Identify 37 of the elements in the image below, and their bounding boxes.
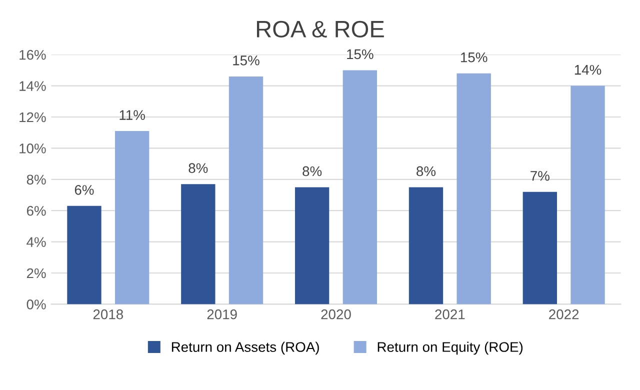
bar	[522, 192, 558, 304]
data-label: 14%	[574, 64, 602, 75]
data-label: 8%	[302, 166, 322, 176]
y-tick-label: 8%	[26, 174, 46, 185]
y-tick-label: 14%	[20, 81, 46, 91]
y-tick-label: 16%	[20, 50, 46, 60]
y-tick-label: 6%	[26, 206, 46, 216]
y-tick-label: 0%	[26, 300, 46, 310]
y-tick-label: 4%	[26, 237, 46, 247]
y-tick-label: 2%	[26, 268, 46, 278]
bar	[294, 187, 330, 304]
bar	[570, 86, 605, 304]
bar	[342, 70, 378, 304]
bar	[408, 187, 444, 304]
data-label: 6%	[74, 185, 94, 195]
legend-label: Return on Assets (ROA)	[172, 342, 319, 355]
bar	[181, 184, 216, 304]
x-tick-label: 2018	[93, 309, 124, 320]
x-tick-label: 2022	[549, 309, 579, 320]
data-label: 15%	[233, 56, 260, 66]
data-label: 8%	[188, 163, 208, 173]
x-tick-label: 2020	[321, 309, 351, 320]
bar	[114, 131, 150, 304]
legend-label: Return on Equity (ROE)	[378, 342, 523, 355]
data-label: 15%	[347, 49, 374, 60]
chart-title: ROA & ROE	[256, 20, 384, 38]
bar	[67, 206, 102, 304]
bar	[228, 76, 264, 304]
data-label: 8%	[416, 166, 436, 176]
y-tick-label: 10%	[20, 144, 46, 154]
bar	[456, 73, 491, 304]
data-label: 7%	[530, 171, 550, 181]
x-tick-label: 2021	[435, 309, 465, 320]
y-tick-label: 12%	[20, 112, 46, 122]
x-tick-label: 2019	[207, 309, 237, 320]
data-label: 11%	[120, 110, 145, 120]
data-label: 15%	[461, 52, 488, 62]
